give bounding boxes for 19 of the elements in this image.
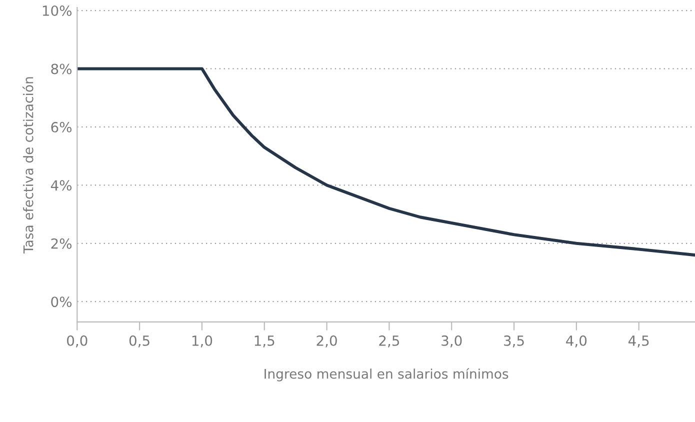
x-tick-label: 0,0 [67, 335, 88, 348]
x-tick-label: 1,0 [192, 335, 212, 348]
y-tick-label: 6% [51, 122, 72, 132]
y-axis-title: Tasa efectiva de cotización [22, 77, 34, 254]
y-tick-label: 4% [50, 180, 72, 191]
x-tick-label: 3,0 [442, 335, 462, 348]
x-tick-label: 1,5 [254, 336, 274, 348]
x-axis-title: Ingreso mensual en salarios mínimos [264, 368, 508, 382]
y-tick-label: 2% [51, 238, 72, 249]
x-tick-label: 2,5 [379, 335, 400, 348]
x-tick-label: 4,5 [628, 336, 649, 348]
y-tick-label: 0% [51, 296, 72, 308]
x-tick-label: 4,0 [566, 335, 587, 348]
x-tick-label: 2,0 [316, 335, 337, 348]
y-tick-label: 10% [42, 5, 72, 16]
x-tick-label: 0,5 [129, 335, 150, 348]
line-series [77, 67, 695, 257]
y-tick-label: 8% [51, 64, 72, 74]
x-tick-label: 3,5 [504, 335, 524, 348]
